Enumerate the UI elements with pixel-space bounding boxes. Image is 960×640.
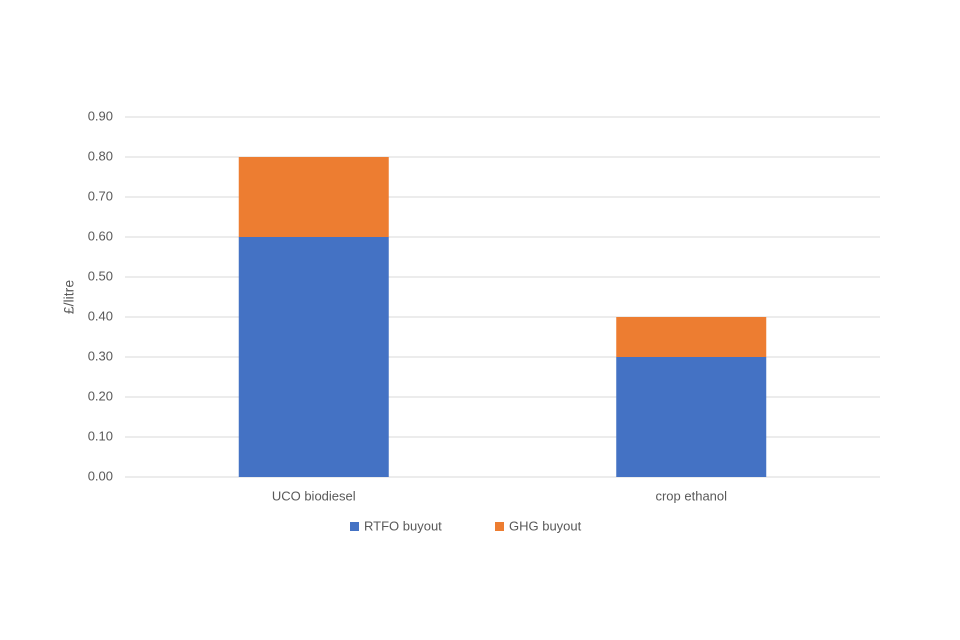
y-tick-label: 0.50: [88, 268, 113, 283]
y-tick-label: 0.90: [88, 108, 113, 123]
bar-segment: [616, 357, 767, 477]
y-tick-label: 0.20: [88, 388, 113, 403]
y-axis-title: £/litre: [61, 280, 77, 314]
x-tick-label: UCO biodiesel: [272, 488, 356, 503]
bar-segment: [616, 317, 767, 357]
y-tick-label: 0.30: [88, 348, 113, 363]
legend-label: GHG buyout: [509, 518, 582, 533]
legend-swatch: [495, 522, 504, 531]
y-tick-label: 0.40: [88, 308, 113, 323]
legend-label: RTFO buyout: [364, 518, 442, 533]
legend-swatch: [350, 522, 359, 531]
y-tick-label: 0.80: [88, 148, 113, 163]
bar-segment: [238, 157, 389, 237]
y-tick-label: 0.60: [88, 228, 113, 243]
y-tick-label: 0.10: [88, 428, 113, 443]
x-tick-label: crop ethanol: [655, 488, 727, 503]
bar-segment: [238, 237, 389, 477]
y-tick-label: 0.70: [88, 188, 113, 203]
y-tick-label: 0.00: [88, 468, 113, 483]
